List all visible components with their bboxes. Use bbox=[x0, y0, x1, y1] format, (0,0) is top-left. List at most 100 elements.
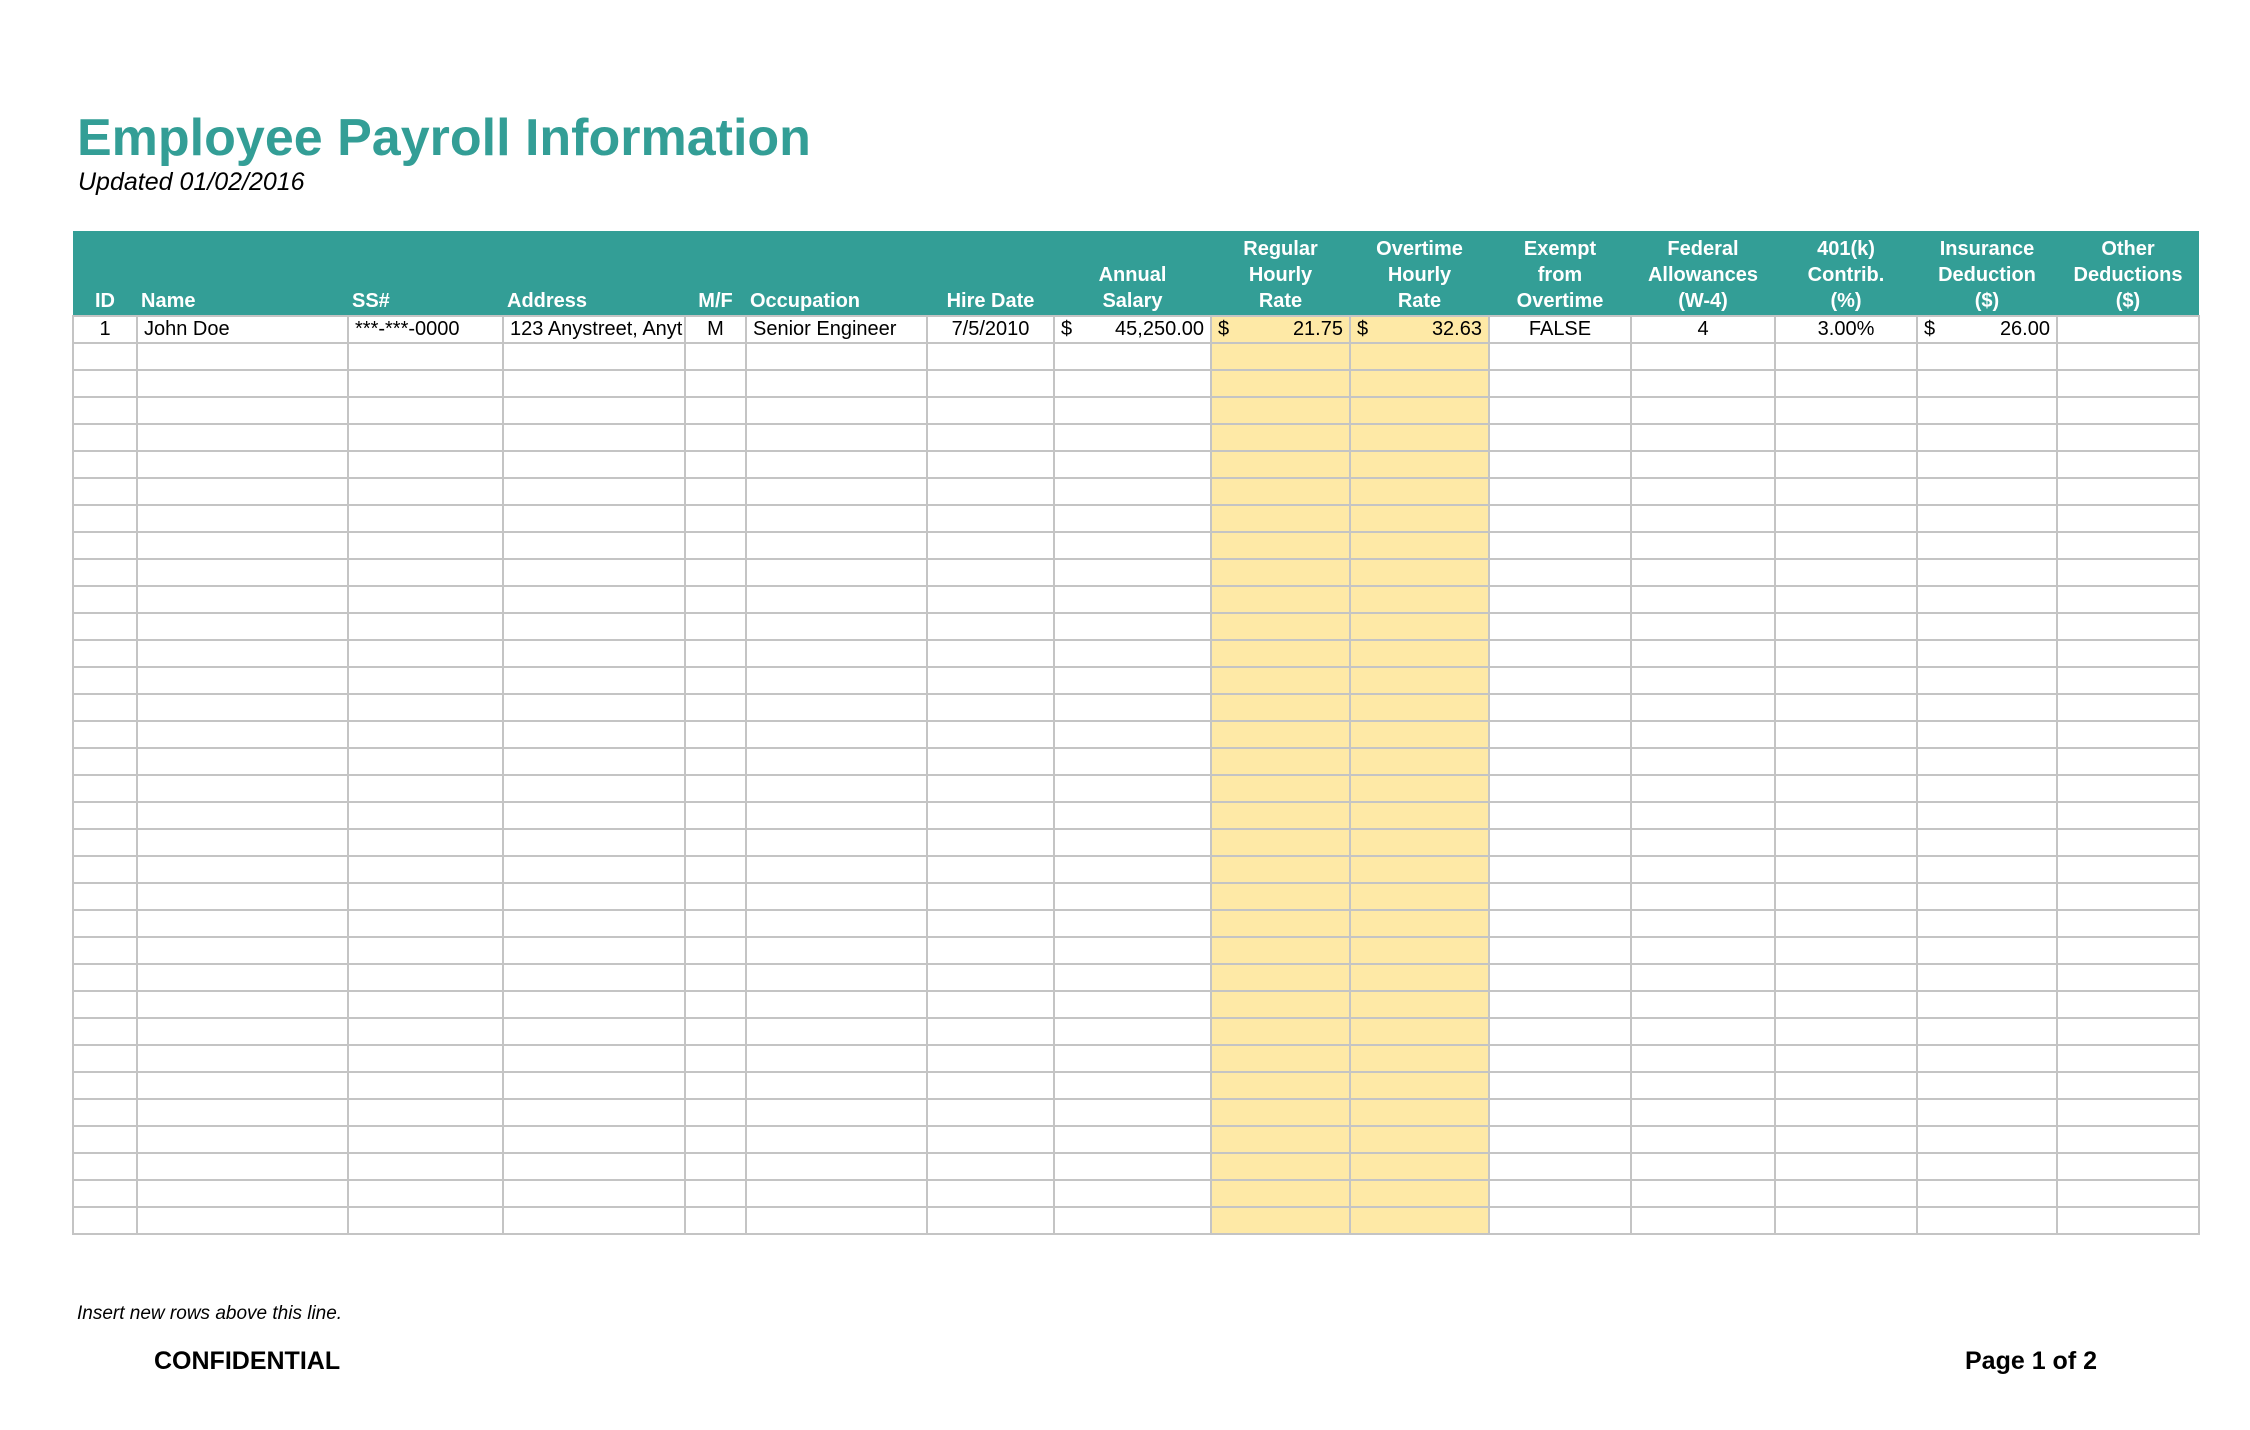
table-cell[interactable] bbox=[1210, 342, 1351, 371]
table-cell[interactable] bbox=[72, 1017, 138, 1046]
table-cell[interactable] bbox=[1053, 369, 1212, 398]
table-cell[interactable] bbox=[1488, 882, 1632, 911]
table-cell[interactable] bbox=[2056, 1125, 2200, 1154]
table-cell[interactable] bbox=[1916, 585, 2058, 614]
table-cell[interactable] bbox=[745, 747, 928, 776]
table-cell[interactable] bbox=[2056, 693, 2200, 722]
table-cell[interactable] bbox=[684, 747, 747, 776]
table-cell[interactable] bbox=[136, 909, 349, 938]
table-cell[interactable] bbox=[1488, 1179, 1632, 1208]
table-cell[interactable] bbox=[136, 477, 349, 506]
table-cell[interactable] bbox=[136, 801, 349, 830]
table-cell[interactable] bbox=[1774, 747, 1918, 776]
table-cell[interactable] bbox=[2056, 477, 2200, 506]
table-cell[interactable] bbox=[1210, 936, 1351, 965]
table-cell[interactable] bbox=[1053, 747, 1212, 776]
table-cell[interactable] bbox=[1053, 558, 1212, 587]
table-cell[interactable] bbox=[2056, 639, 2200, 668]
table-cell[interactable] bbox=[1349, 504, 1490, 533]
table-cell[interactable] bbox=[1630, 639, 1776, 668]
table-cell[interactable] bbox=[1053, 612, 1212, 641]
table-cell[interactable] bbox=[1630, 369, 1776, 398]
table-cell[interactable] bbox=[2056, 801, 2200, 830]
table-cell[interactable] bbox=[1488, 693, 1632, 722]
table-cell[interactable] bbox=[684, 504, 747, 533]
table-cell[interactable] bbox=[745, 342, 928, 371]
table-cell[interactable] bbox=[1210, 1179, 1351, 1208]
table-cell[interactable] bbox=[1488, 828, 1632, 857]
table-cell[interactable] bbox=[745, 882, 928, 911]
table-cell[interactable] bbox=[347, 1179, 504, 1208]
table-cell[interactable] bbox=[745, 477, 928, 506]
table-cell[interactable] bbox=[684, 342, 747, 371]
table-cell[interactable] bbox=[1774, 801, 1918, 830]
table-cell[interactable] bbox=[684, 855, 747, 884]
table-cell[interactable] bbox=[502, 990, 686, 1019]
table-cell[interactable] bbox=[1774, 612, 1918, 641]
table-cell[interactable] bbox=[1053, 342, 1212, 371]
table-cell[interactable]: $32.63 bbox=[1349, 315, 1490, 344]
table-cell[interactable] bbox=[502, 612, 686, 641]
table-cell[interactable] bbox=[926, 1179, 1055, 1208]
table-cell[interactable]: 3.00% bbox=[1774, 315, 1918, 344]
table-cell[interactable] bbox=[136, 369, 349, 398]
table-cell[interactable] bbox=[684, 477, 747, 506]
table-cell[interactable] bbox=[1210, 666, 1351, 695]
table-cell[interactable] bbox=[2056, 396, 2200, 425]
table-cell[interactable] bbox=[1774, 396, 1918, 425]
table-cell[interactable] bbox=[1630, 693, 1776, 722]
table-cell[interactable] bbox=[1349, 558, 1490, 587]
table-cell[interactable] bbox=[347, 936, 504, 965]
table-cell[interactable] bbox=[502, 1017, 686, 1046]
table-cell[interactable] bbox=[1210, 828, 1351, 857]
table-cell[interactable] bbox=[1053, 1017, 1212, 1046]
table-cell[interactable] bbox=[684, 990, 747, 1019]
table-cell[interactable] bbox=[1774, 1044, 1918, 1073]
table-cell[interactable] bbox=[1630, 1044, 1776, 1073]
table-cell[interactable] bbox=[502, 963, 686, 992]
table-cell[interactable] bbox=[1210, 477, 1351, 506]
table-cell[interactable] bbox=[745, 1152, 928, 1181]
table-cell[interactable] bbox=[745, 801, 928, 830]
table-cell[interactable] bbox=[136, 1071, 349, 1100]
table-cell[interactable] bbox=[745, 396, 928, 425]
table-cell[interactable] bbox=[1774, 963, 1918, 992]
table-cell[interactable] bbox=[1349, 585, 1490, 614]
table-cell[interactable] bbox=[2056, 1098, 2200, 1127]
table-cell[interactable] bbox=[1210, 774, 1351, 803]
table-cell[interactable] bbox=[1916, 396, 2058, 425]
table-cell[interactable] bbox=[745, 720, 928, 749]
table-cell[interactable] bbox=[72, 585, 138, 614]
table-cell[interactable] bbox=[1210, 423, 1351, 452]
table-cell[interactable] bbox=[1488, 963, 1632, 992]
table-cell[interactable] bbox=[347, 585, 504, 614]
table-cell[interactable] bbox=[926, 801, 1055, 830]
table-cell[interactable] bbox=[1916, 855, 2058, 884]
table-cell[interactable] bbox=[1488, 558, 1632, 587]
table-cell[interactable] bbox=[1916, 504, 2058, 533]
table-cell[interactable] bbox=[1916, 450, 2058, 479]
table-cell[interactable] bbox=[1488, 855, 1632, 884]
table-cell[interactable] bbox=[72, 342, 138, 371]
table-cell[interactable] bbox=[1488, 801, 1632, 830]
table-cell[interactable] bbox=[684, 963, 747, 992]
table-cell[interactable] bbox=[1774, 1179, 1918, 1208]
table-cell[interactable] bbox=[1488, 1152, 1632, 1181]
table-cell[interactable] bbox=[745, 1071, 928, 1100]
table-cell[interactable] bbox=[684, 558, 747, 587]
table-cell[interactable] bbox=[136, 774, 349, 803]
table-cell[interactable] bbox=[1488, 369, 1632, 398]
table-cell[interactable] bbox=[1488, 1071, 1632, 1100]
table-cell[interactable] bbox=[136, 423, 349, 452]
table-cell[interactable] bbox=[1916, 1125, 2058, 1154]
table-cell[interactable] bbox=[72, 450, 138, 479]
table-cell[interactable] bbox=[684, 693, 747, 722]
table-cell[interactable] bbox=[745, 639, 928, 668]
table-cell[interactable] bbox=[1210, 1044, 1351, 1073]
table-cell[interactable] bbox=[745, 1017, 928, 1046]
table-cell[interactable] bbox=[926, 558, 1055, 587]
table-cell[interactable] bbox=[1488, 1206, 1632, 1235]
table-cell[interactable] bbox=[1349, 1152, 1490, 1181]
table-cell[interactable] bbox=[1053, 1044, 1212, 1073]
table-cell[interactable] bbox=[347, 477, 504, 506]
